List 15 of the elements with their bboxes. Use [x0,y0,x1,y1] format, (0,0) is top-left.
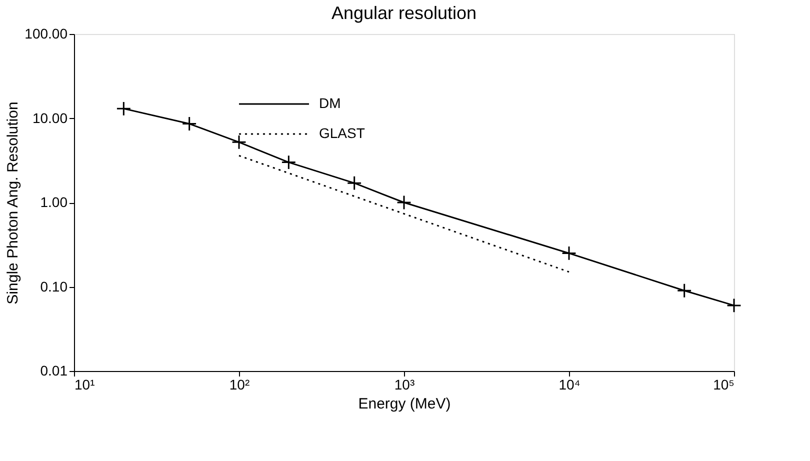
y-axis-title: Single Photon Ang. Resolution [4,102,22,304]
x-tick-label: 10² [229,376,250,392]
y-tick-label: 100.00 [24,26,68,42]
chart-title: Angular resolution [331,3,477,23]
x-tick-label: 10¹ [74,376,96,392]
legend-label: DM [319,95,341,111]
y-tick-label: 10.00 [32,110,68,126]
x-tick-label: 10⁴ [558,376,580,392]
x-axis-title: Energy (MeV) [358,396,451,412]
y-tick-label: 0.10 [40,278,68,294]
y-tick-label: 0.01 [40,362,68,378]
x-tick-label: 10⁵ [713,376,734,392]
x-tick-label: 10³ [394,376,415,392]
y-tick-label: 1.00 [40,194,68,210]
legend-label: GLAST [319,125,366,141]
